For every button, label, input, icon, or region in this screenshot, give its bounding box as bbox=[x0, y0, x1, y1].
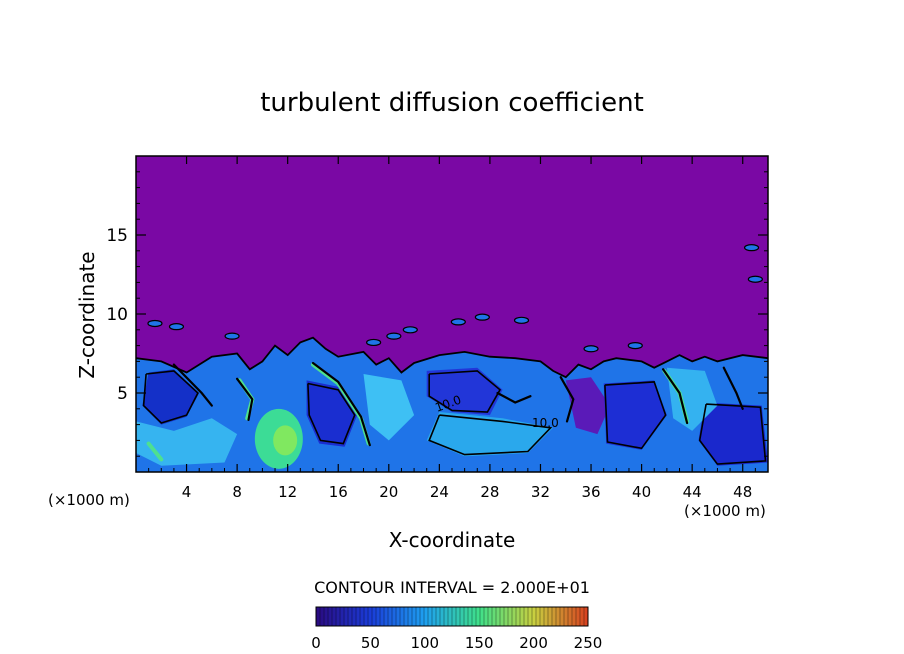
green-hotspot-core bbox=[273, 425, 298, 456]
small-eddy bbox=[366, 338, 382, 347]
small-eddy bbox=[147, 319, 163, 328]
y-tick-label: 5 bbox=[117, 384, 128, 404]
contour-lines bbox=[136, 336, 768, 465]
x-unit-label-right: (×1000 m) bbox=[684, 502, 766, 520]
contour-interval-text: CONTOUR INTERVAL = 2.000E+01 bbox=[314, 578, 590, 597]
small-eddy bbox=[386, 332, 402, 340]
x-tick-label: 32 bbox=[531, 483, 550, 501]
x-tick-label: 8 bbox=[232, 483, 242, 501]
contour-streak bbox=[496, 391, 532, 404]
y-axis: 5 10 15 bbox=[106, 171, 768, 457]
colorbar-tick-label: 50 bbox=[361, 634, 380, 652]
y-axis-label: Z-coordinate bbox=[75, 251, 99, 378]
small-eddy bbox=[450, 318, 466, 326]
x-unit-label-left: (×1000 m) bbox=[48, 491, 130, 509]
small-eddy bbox=[224, 332, 240, 340]
boundary-contour bbox=[136, 336, 768, 379]
blob-light bbox=[426, 412, 554, 457]
contour-streak bbox=[722, 366, 744, 410]
small-eddy bbox=[743, 244, 760, 252]
small-eddy bbox=[583, 345, 599, 353]
small-eddy bbox=[402, 326, 418, 334]
chart-title: turbulent diffusion coefficient bbox=[260, 88, 644, 118]
small-eddy bbox=[627, 342, 643, 350]
contour-loop bbox=[307, 382, 356, 445]
contour-value-label-2: 10.0 bbox=[532, 416, 559, 430]
x-tick-label: 24 bbox=[430, 483, 449, 501]
colorbar-stripes bbox=[319, 607, 585, 626]
contour-streak bbox=[236, 377, 254, 421]
blob-deep bbox=[698, 402, 768, 466]
x-tick-label: 44 bbox=[683, 483, 702, 501]
colorbar: 0 50 100 150 200 250 bbox=[311, 606, 602, 652]
y-tick-label: 10 bbox=[106, 305, 128, 325]
blob-deep bbox=[142, 369, 200, 425]
x-tick-label: 40 bbox=[632, 483, 651, 501]
x-tick-label: 16 bbox=[329, 483, 348, 501]
contour-loop bbox=[142, 370, 199, 424]
small-eddy bbox=[474, 313, 490, 321]
colorbar-tick-label: 0 bbox=[311, 634, 321, 652]
contour-streak bbox=[311, 361, 371, 447]
contour-streak bbox=[172, 363, 213, 407]
blob-light bbox=[363, 374, 415, 441]
blob-deep bbox=[426, 367, 503, 416]
blob-deep bbox=[306, 380, 358, 447]
contour-loop bbox=[428, 414, 553, 456]
x-axis-label: X-coordinate bbox=[389, 528, 516, 552]
colorbar-ticks: 0 50 100 150 200 250 bbox=[311, 634, 602, 652]
contour-streak bbox=[661, 368, 689, 425]
turbulent-field bbox=[136, 244, 768, 472]
colorbar-tick-label: 100 bbox=[410, 634, 439, 652]
colorbar-tick-label: 150 bbox=[465, 634, 494, 652]
blob-light bbox=[136, 418, 238, 466]
x-tick-label: 20 bbox=[379, 483, 398, 501]
x-axis: 4 8 12 16 20 24 28 32 36 40 44 48 bbox=[148, 156, 756, 501]
contour-loop bbox=[428, 370, 502, 413]
blob-deep bbox=[603, 380, 667, 450]
colorbar-tick-label: 200 bbox=[519, 634, 548, 652]
small-eddy bbox=[747, 275, 763, 283]
green-streak bbox=[146, 441, 164, 462]
blob-purple bbox=[565, 377, 610, 435]
x-tick-label: 36 bbox=[581, 483, 600, 501]
contour-loop bbox=[698, 403, 767, 465]
x-tick-label: 12 bbox=[278, 483, 297, 501]
colorbar-tick-label: 250 bbox=[574, 634, 603, 652]
small-eddy bbox=[513, 316, 530, 324]
small-eddy bbox=[168, 323, 185, 331]
x-tick-label: 48 bbox=[733, 483, 752, 501]
y-tick-label: 15 bbox=[106, 226, 128, 246]
contour-streak bbox=[559, 376, 575, 423]
contour-loop bbox=[604, 381, 667, 450]
x-tick-label: 28 bbox=[480, 483, 499, 501]
plot-area bbox=[136, 156, 768, 472]
x-tick-label: 4 bbox=[182, 483, 192, 501]
colorbar-frame bbox=[315, 606, 589, 627]
